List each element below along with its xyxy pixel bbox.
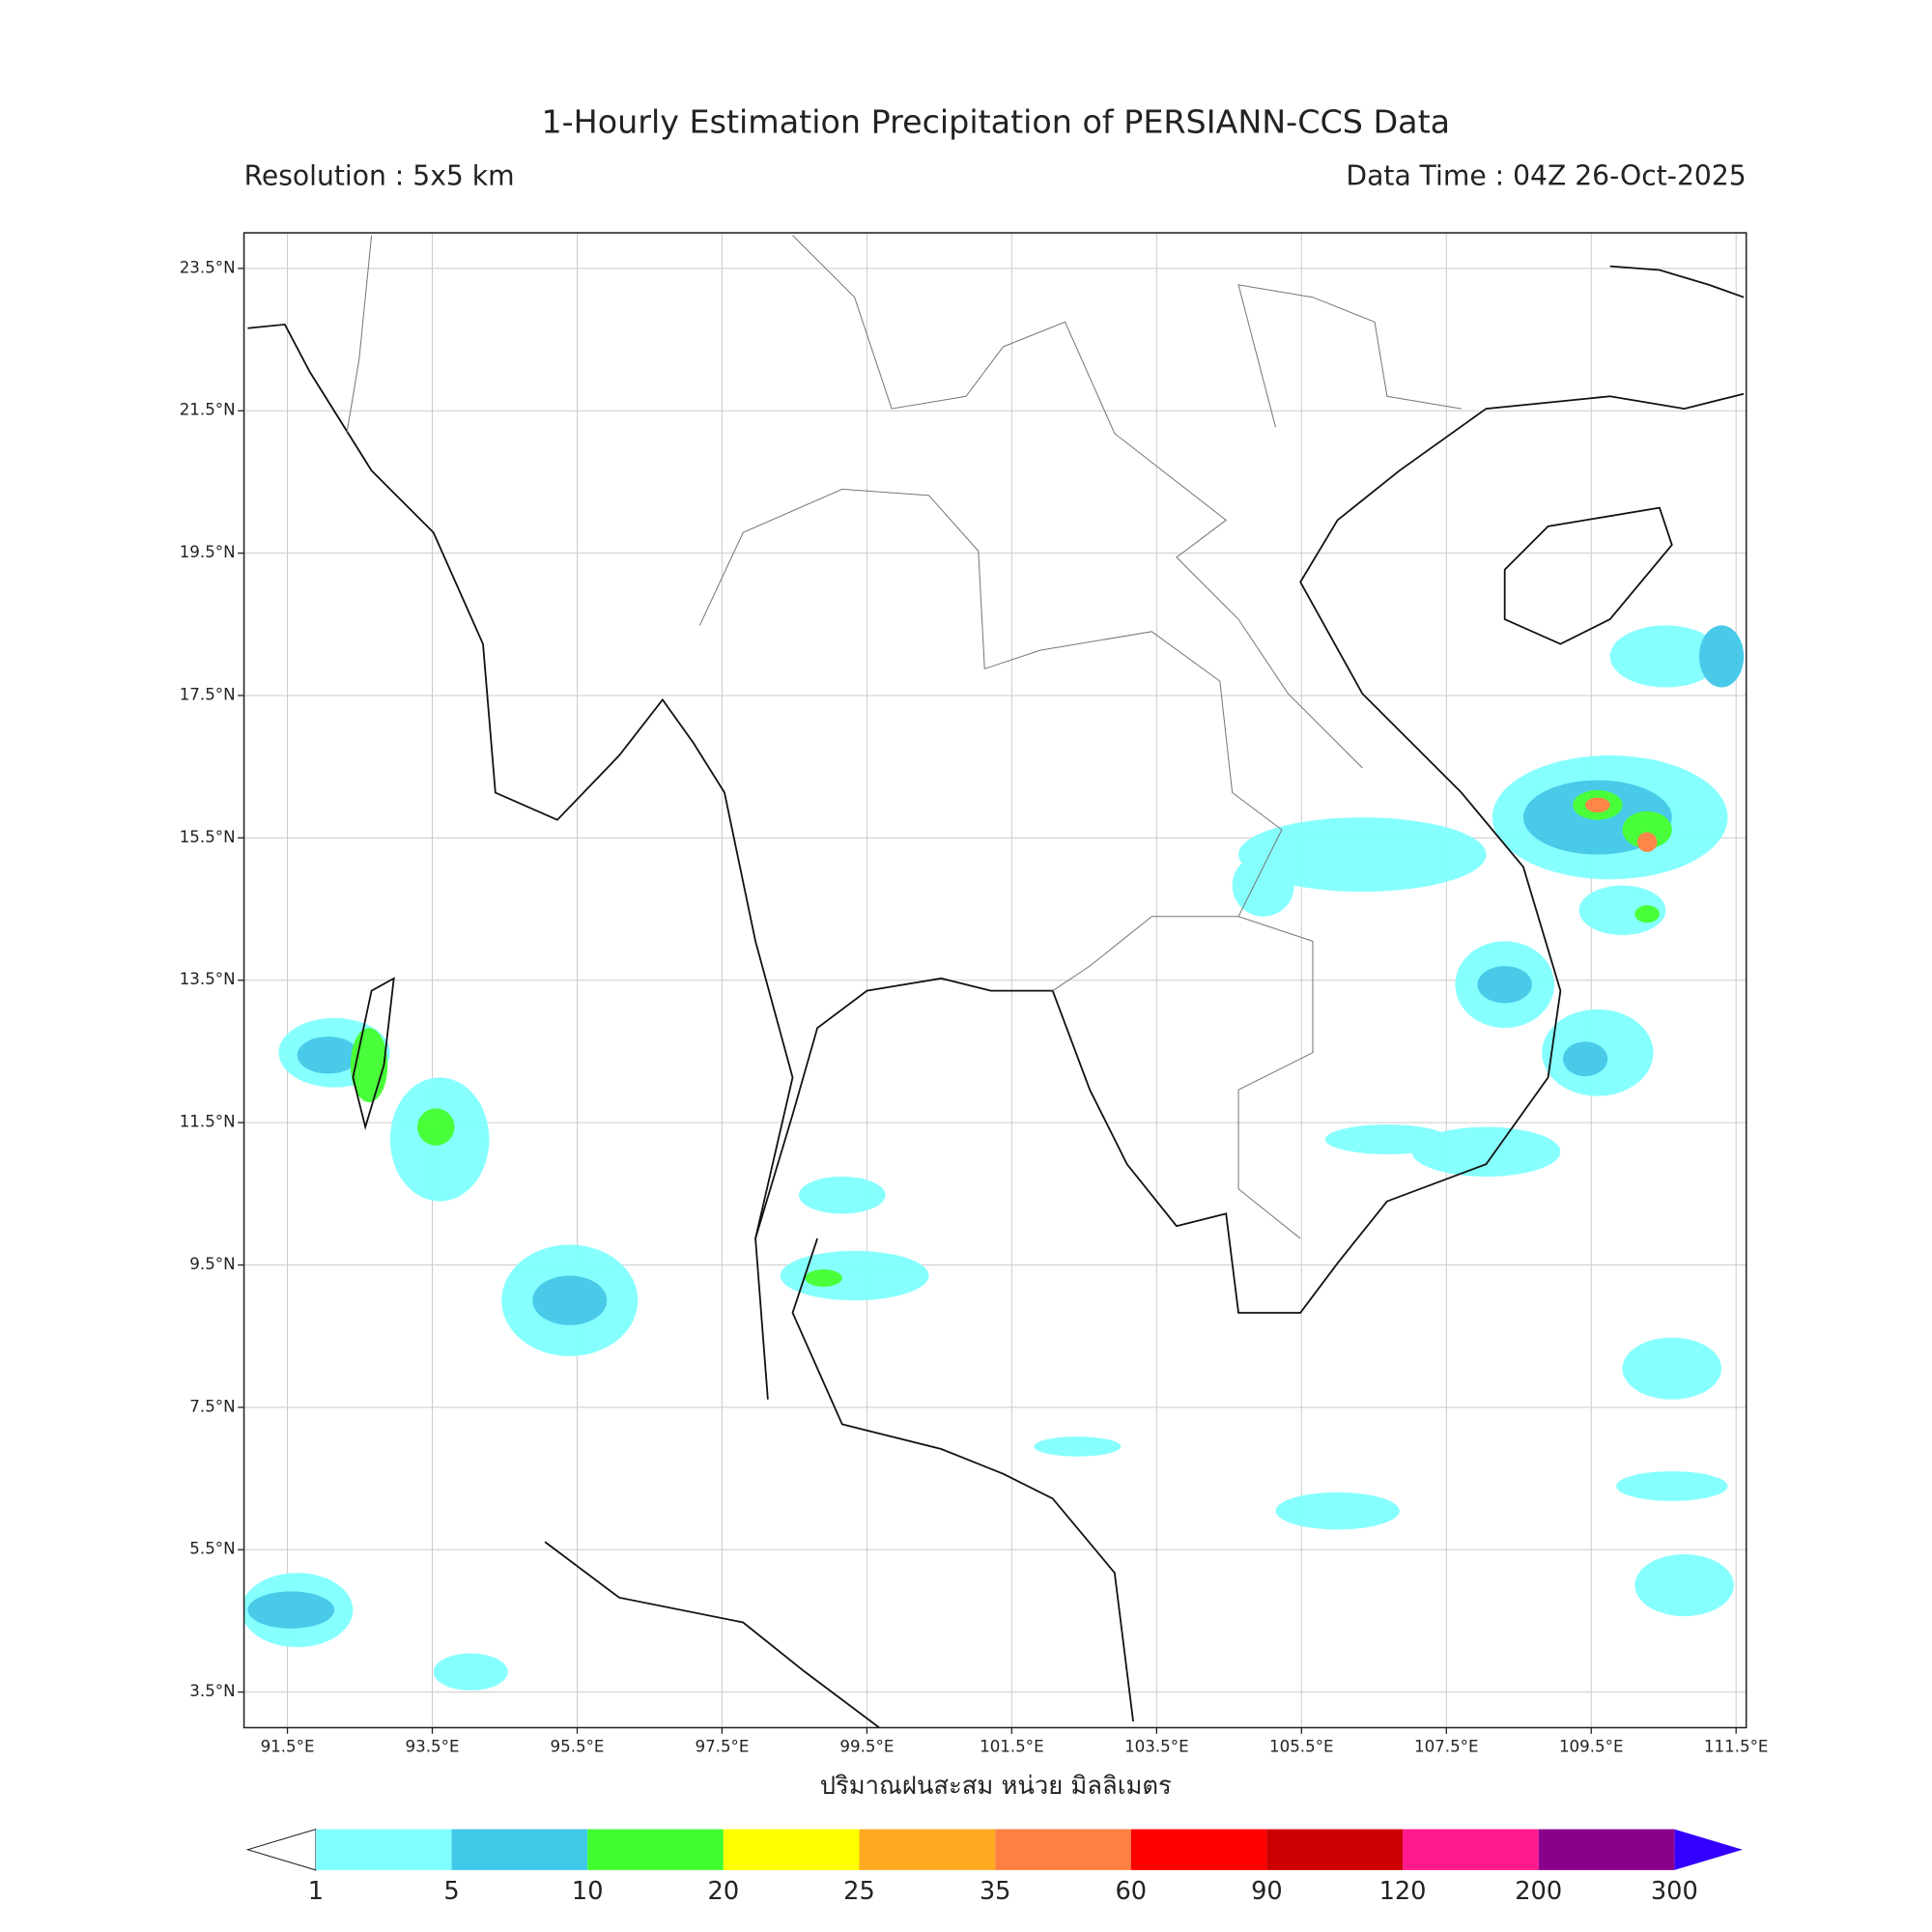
y-tick-label: 23.5°N	[180, 258, 236, 276]
rain-area	[532, 1275, 608, 1325]
colorbar-over	[1674, 1829, 1743, 1870]
rain-area	[798, 1176, 886, 1214]
colorbar-box	[451, 1829, 588, 1870]
border	[346, 235, 373, 434]
precipitation	[243, 625, 1745, 1690]
y-tick-label: 21.5°N	[180, 401, 236, 419]
x-tick-label: 111.5°E	[1704, 1737, 1769, 1755]
colorbar-tick-label: 10	[572, 1877, 604, 1906]
borders	[346, 235, 1462, 1239]
rain-area	[1622, 1337, 1722, 1400]
colorbar: 1 5 10 20 25 35 60 90 120 200 300	[245, 1828, 1743, 1906]
colorbar-box	[1538, 1829, 1675, 1870]
colorbar-box	[859, 1829, 996, 1870]
colorbar-tick-label: 25	[843, 1877, 875, 1906]
rain-area	[1477, 966, 1532, 1004]
rain-area	[1634, 1553, 1734, 1617]
colorbar-under	[245, 1828, 317, 1871]
colorbar-tick-label: 5	[443, 1877, 459, 1906]
coastline	[247, 323, 794, 1400]
border	[1237, 284, 1462, 428]
colorbar-tick-label: 90	[1251, 1877, 1283, 1906]
coastline	[1503, 506, 1673, 645]
y-tick-label: 19.5°N	[180, 543, 236, 561]
colorbar-box	[587, 1829, 724, 1870]
rain-area	[1238, 817, 1487, 893]
coastline	[544, 1541, 880, 1728]
rain-area	[247, 1591, 335, 1629]
colorbar-tick-label: 1	[308, 1877, 324, 1906]
rain-area	[805, 1269, 842, 1288]
rain-area	[1622, 810, 1672, 849]
colorbar-tick-label: 200	[1515, 1877, 1562, 1906]
rain-area	[417, 1108, 455, 1146]
rain-area	[1034, 1436, 1122, 1457]
resolution: Resolution : 5x5 km	[244, 159, 515, 191]
colorbar-tick-label: 20	[708, 1877, 740, 1906]
x-tick-label: 107.5°E	[1414, 1737, 1479, 1755]
border	[1237, 916, 1314, 1239]
colorbar-box	[1130, 1829, 1267, 1870]
x-tick-label: 109.5°E	[1559, 1737, 1624, 1755]
rain-area	[1275, 1492, 1400, 1530]
data-time: Data Time : 04Z 26-Oct-2025	[1346, 159, 1746, 191]
colorbar-box	[995, 1829, 1131, 1870]
rain-area	[780, 1250, 929, 1301]
x-tick-label: 99.5°E	[839, 1737, 894, 1755]
colorbar-box	[723, 1829, 860, 1870]
map-content	[243, 235, 1745, 1728]
colorbar-label: ปริมาณฝนสะสม หน่วย มิลลิเมตร	[820, 1772, 1172, 1801]
colorbar-tick-label: 300	[1651, 1877, 1698, 1906]
border	[792, 235, 1363, 769]
colorbar-box	[315, 1829, 452, 1870]
grid-layer	[243, 233, 1747, 1728]
colorbar-box	[1403, 1829, 1539, 1870]
rain-area	[1634, 905, 1660, 923]
rain-area	[1609, 625, 1722, 688]
colorbar-box	[1266, 1829, 1404, 1870]
rain-area	[1324, 1124, 1449, 1154]
border	[698, 488, 1283, 992]
y-tick-label: 3.5°N	[189, 1682, 235, 1700]
coastlines	[247, 265, 1745, 1728]
rain-area	[1636, 832, 1658, 853]
y-tick-label: 9.5°N	[189, 1255, 235, 1273]
rain-area	[433, 1653, 508, 1690]
y-tick-label: 5.5°N	[189, 1540, 235, 1558]
y-tick-label: 17.5°N	[180, 685, 236, 703]
y-tick-label: 13.5°N	[180, 970, 236, 988]
y-tick-label: 7.5°N	[189, 1397, 235, 1415]
x-tick-label: 97.5°E	[695, 1737, 749, 1755]
coastline	[754, 392, 1745, 1314]
coastline	[1609, 265, 1745, 298]
coastline	[352, 977, 395, 1131]
x-tick-label: 91.5°E	[261, 1737, 315, 1755]
x-tick-label: 93.5°E	[406, 1737, 460, 1755]
rain-area	[297, 1037, 359, 1074]
x-tick-label: 101.5°E	[980, 1737, 1044, 1755]
rain-area	[1616, 1471, 1728, 1501]
x-tick-label: 95.5°E	[551, 1737, 605, 1755]
coastline	[791, 1237, 1134, 1722]
x-tick-label: 103.5°E	[1124, 1737, 1189, 1755]
title: 1-Hourly Estimation Precipitation of PER…	[541, 103, 1450, 141]
x-tick-label: 105.5°E	[1269, 1737, 1334, 1755]
rain-area	[1585, 797, 1610, 813]
rain-area	[1698, 625, 1745, 688]
rain-area	[1578, 885, 1666, 935]
y-tick-label: 15.5°N	[180, 828, 236, 846]
colorbar-tick-label: 35	[980, 1877, 1011, 1906]
colorbar-tick-label: 120	[1379, 1877, 1427, 1906]
rain-area	[1562, 1041, 1608, 1077]
colorbar-tick-label: 60	[1115, 1877, 1147, 1906]
rain-area	[1232, 854, 1294, 917]
y-tick-label: 11.5°N	[180, 1113, 236, 1131]
